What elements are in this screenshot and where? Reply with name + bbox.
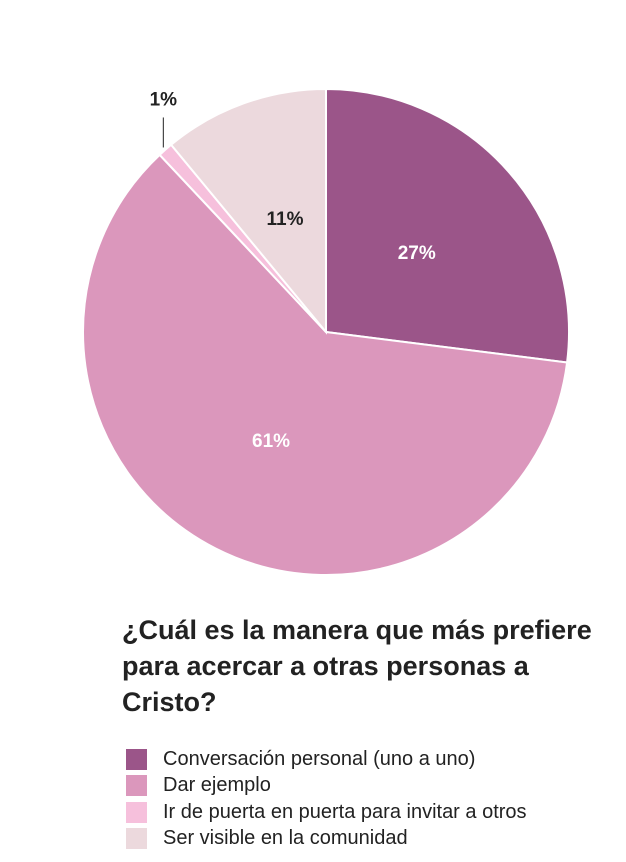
legend-swatch bbox=[126, 828, 147, 850]
pie-slice bbox=[325, 87, 570, 364]
legend-item: Ser visible en la comunidad bbox=[126, 826, 527, 853]
legend-swatch bbox=[126, 801, 147, 823]
legend-label: Conversación personal (uno a uno) bbox=[163, 747, 476, 770]
slice-label: 27% bbox=[398, 243, 436, 264]
legend-label: Ir de puerta en puerta para invitar a ot… bbox=[163, 800, 527, 823]
legend-label: Ser visible en la comunidad bbox=[163, 827, 408, 850]
chart-title: ¿Cuál es la manera que más prefiere para… bbox=[122, 615, 592, 717]
slice-label: 61% bbox=[252, 431, 290, 452]
pie-slice bbox=[169, 87, 327, 335]
legend-swatch bbox=[126, 775, 147, 797]
legend-item: Dar ejemplo bbox=[126, 773, 527, 800]
legend: Conversación personal (uno a uno) Dar ej… bbox=[126, 746, 527, 852]
pie-slice bbox=[82, 153, 569, 576]
legend-swatch bbox=[126, 748, 147, 770]
pie-chart: 27% 61% 1% 11% bbox=[82, 87, 570, 576]
legend-item: Ir de puerta en puerta para invitar a ot… bbox=[126, 799, 527, 826]
slice-label: 11% bbox=[267, 209, 304, 230]
slice-label: 1% bbox=[150, 89, 178, 110]
legend-label: Dar ejemplo bbox=[163, 774, 271, 797]
legend-item: Conversación personal (uno a uno) bbox=[126, 746, 527, 773]
